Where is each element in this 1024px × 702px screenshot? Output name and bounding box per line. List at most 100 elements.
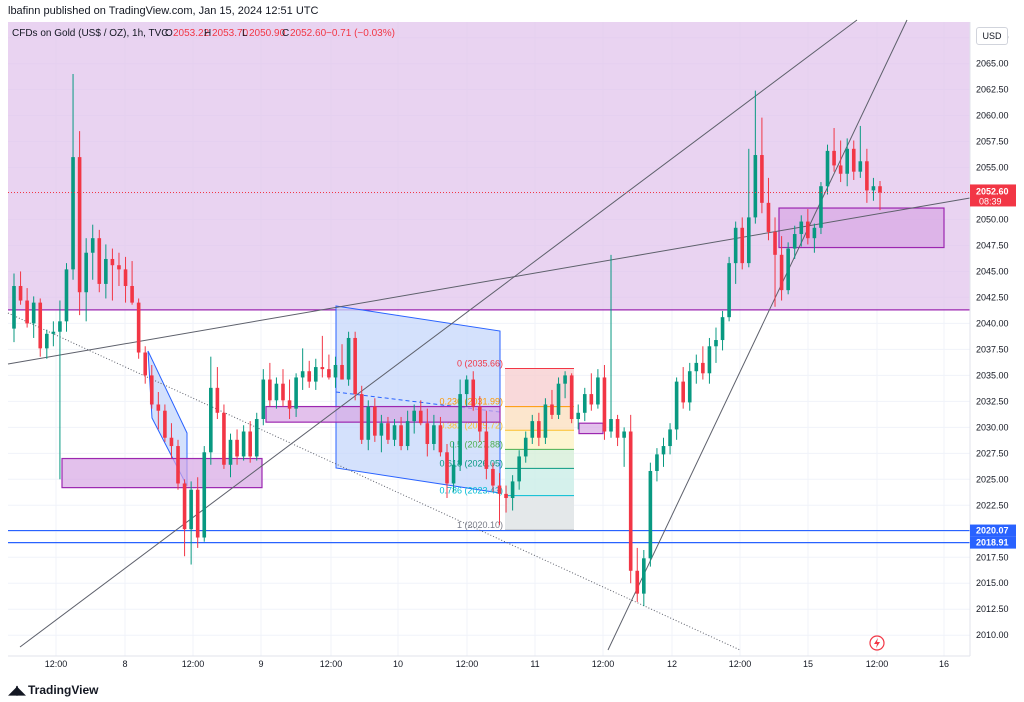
candle	[635, 547, 640, 602]
candle	[648, 462, 653, 567]
fib-level-label: 0.5 (2027.88)	[449, 439, 503, 449]
level-price-tag	[970, 524, 1016, 537]
candle	[615, 414, 620, 447]
candle-body	[418, 410, 423, 424]
candle	[687, 362, 692, 411]
candle	[510, 475, 515, 511]
candle	[353, 331, 357, 401]
price-tick-label: 2027.50	[976, 448, 1009, 458]
candle	[471, 371, 476, 411]
last-price-text: 2052.60	[976, 186, 1009, 196]
candle	[228, 433, 233, 478]
candle	[714, 327, 718, 363]
candle	[248, 421, 252, 463]
candle	[537, 412, 541, 447]
fib-level-label: 0 (2035.66)	[457, 359, 503, 369]
candle-body	[550, 404, 554, 415]
candle-body	[209, 387, 213, 453]
candle	[386, 416, 390, 444]
publisher-line: lbafinn published on TradingView.com, Ja…	[8, 5, 319, 17]
candle	[12, 273, 16, 343]
candle-body	[432, 425, 436, 444]
candle	[156, 392, 161, 430]
candle-body	[733, 227, 738, 264]
candle	[333, 356, 338, 388]
candle-body	[359, 394, 364, 440]
candle-body	[655, 454, 659, 471]
candle-body	[865, 161, 869, 191]
candle	[163, 404, 167, 442]
price-tick-label: 2062.50	[976, 85, 1009, 95]
countdown-text: 08:39	[979, 196, 1002, 206]
time-tick-label: 16	[939, 659, 949, 669]
candle-body	[491, 468, 495, 486]
candle-body	[287, 400, 292, 409]
candle	[523, 431, 528, 463]
candle	[222, 404, 226, 469]
candle	[628, 414, 633, 584]
candle	[136, 298, 141, 359]
candle-body	[438, 425, 443, 453]
candle-body	[615, 419, 620, 438]
price-tick-label: 2032.50	[976, 396, 1009, 406]
price-tick-label: 2050.00	[976, 214, 1009, 224]
price-axis-bg	[970, 22, 1024, 656]
candle-body	[858, 161, 863, 172]
candle-body	[746, 217, 751, 264]
candle-body	[727, 263, 731, 318]
candle	[307, 360, 312, 388]
fib-level-label: 0.236 (2031.99)	[439, 397, 503, 407]
supply-demand-box	[778, 207, 945, 249]
supply-demand-box	[61, 457, 263, 489]
currency-button[interactable]: USD	[976, 27, 1008, 45]
price-tick-label: 2037.50	[976, 344, 1009, 354]
level-price-text: 2020.07	[976, 526, 1009, 536]
candle-body	[64, 269, 69, 322]
candle-body	[642, 558, 646, 594]
candle	[359, 385, 364, 444]
candle	[274, 377, 279, 409]
candle-body	[202, 452, 207, 538]
candle	[281, 369, 285, 407]
candle	[117, 252, 121, 286]
candle-body	[169, 437, 174, 447]
candle	[195, 477, 200, 548]
candle-body	[661, 446, 666, 455]
low-label: L	[242, 28, 248, 39]
candle	[287, 379, 292, 420]
candle-body	[228, 439, 233, 465]
candle	[418, 400, 423, 426]
candle	[668, 423, 672, 455]
candle-body	[701, 362, 705, 374]
candle	[773, 217, 777, 307]
candle	[58, 300, 62, 480]
level-price-tag	[970, 536, 1016, 549]
candle	[340, 344, 344, 380]
candle	[149, 364, 154, 409]
candle-body	[773, 231, 777, 255]
price-tick-label: 2010.00	[976, 630, 1009, 640]
candle-body	[274, 383, 279, 401]
candle-body	[812, 227, 817, 239]
candle-body	[38, 302, 43, 349]
candle	[792, 225, 797, 259]
candle	[655, 448, 659, 482]
flash-icon[interactable]	[869, 635, 885, 651]
candle	[858, 125, 863, 178]
candle	[182, 479, 187, 557]
candle	[701, 346, 705, 380]
candle-body	[838, 165, 843, 174]
candle-body	[248, 431, 252, 457]
candle	[563, 371, 567, 399]
candle	[169, 423, 174, 459]
price-tick-label: 2057.50	[976, 137, 1009, 147]
candle-body	[254, 419, 259, 457]
candle-body	[425, 423, 430, 444]
candle-body	[799, 221, 804, 235]
candle-body	[241, 431, 246, 457]
trendline	[19, 19, 858, 648]
candle	[327, 354, 331, 380]
candle	[71, 73, 75, 280]
candle-body	[635, 570, 640, 594]
